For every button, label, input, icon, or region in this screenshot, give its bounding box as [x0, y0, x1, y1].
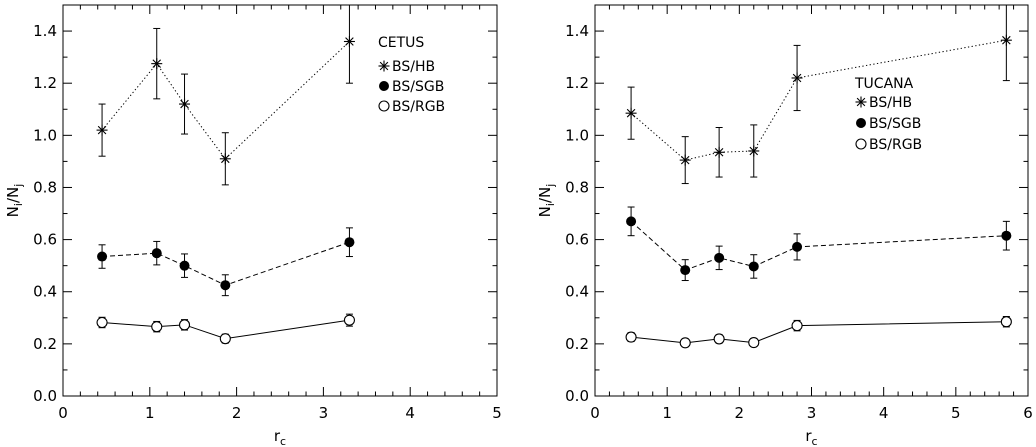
x-tick-label: 1 [662, 404, 672, 422]
point-bs-sgb [626, 216, 637, 227]
legend-label-bs-sgb: BS/SGB [869, 116, 921, 132]
y-tick-label: 1.0 [33, 126, 57, 144]
legend-marker-bs-rgb [378, 100, 390, 112]
point-bs-hb [713, 146, 725, 158]
point-bs-sgb [680, 265, 691, 276]
point-bs-rgb [679, 337, 691, 349]
x-tick-label: 3 [807, 404, 817, 422]
series-line-bs-rgb [631, 321, 1007, 344]
y-tick-label: 1.4 [565, 22, 589, 40]
point-bs-rgb [748, 337, 760, 349]
y-tick-label: 1.0 [565, 126, 589, 144]
point-bs-hb [748, 145, 760, 157]
point-bs-sgb [748, 261, 759, 272]
point-bs-sgb [714, 252, 725, 263]
point-bs-hb [1000, 34, 1012, 46]
x-tick-label: 4 [405, 404, 415, 422]
series-line-bs-sgb [630, 220, 1007, 271]
legend-marker-bs-sgb [856, 118, 866, 128]
legend-label-bs-rgb: BS/RGB [869, 137, 922, 153]
panel-cetus: 0 1 2 3 4 5 0.0 0.2 0.4 0.6 0.8 1.0 1.2 1.4 rc Ni/Nj CET… [4, 4, 502, 447]
x-axis-label: rc [805, 427, 817, 447]
legend-label-bs-rgb: BS/RGB [392, 99, 445, 115]
y-tick-label: 0.2 [565, 335, 589, 353]
series-line-bs-hb [630, 39, 1007, 161]
legend-marker-bs-sgb [379, 81, 389, 91]
x-tick-label: 3 [319, 404, 329, 422]
data-area [625, 5, 1012, 349]
point-bs-hb [151, 58, 163, 70]
legend-label-bs-hb: BS/HB [392, 59, 435, 75]
point-bs-rgb [151, 321, 163, 333]
y-tick-label: 0.0 [565, 387, 589, 405]
point-bs-rgb [625, 331, 637, 343]
x-tick-label: 6 [1023, 404, 1033, 422]
x-tick-label: 1 [145, 404, 155, 422]
point-bs-sgb [344, 237, 355, 248]
legend-label-bs-hb: BS/HB [869, 95, 912, 111]
data-area [96, 5, 355, 345]
point-bs-hb [96, 124, 108, 136]
point-bs-hb [625, 107, 637, 119]
x-tick-label: 4 [879, 404, 889, 422]
point-bs-hb [343, 35, 355, 47]
point-bs-rgb [1000, 316, 1012, 328]
legend-title: CETUS [378, 35, 424, 51]
legend-title: TUCANA [854, 76, 914, 92]
y-tick-label: 0.0 [33, 387, 57, 405]
panel-tucana: 0 1 2 3 4 5 6 0.0 0.2 0.4 0.6 0.8 1.0 1.2 1.4 rc Ni/Nj TU… [536, 4, 1033, 447]
x-axis-label: rc [274, 427, 286, 447]
point-bs-sgb [1001, 230, 1012, 241]
point-bs-rgb [713, 333, 725, 345]
legend-label-bs-sgb: BS/SGB [392, 79, 444, 95]
point-bs-sgb [97, 251, 108, 262]
plot-frame [594, 4, 1029, 397]
y-axis-label: Ni/Nj [4, 184, 25, 218]
y-tick-label: 0.6 [565, 231, 589, 249]
point-bs-hb [179, 98, 191, 110]
point-bs-sgb [792, 241, 803, 252]
y-tick-label: 1.2 [565, 74, 589, 92]
series-line-bs-sgb [102, 241, 350, 286]
y-tick-label: 0.6 [33, 231, 57, 249]
y-tick-label: 1.2 [33, 74, 57, 92]
x-tick-label: 0 [590, 404, 600, 422]
plot-frame [62, 4, 498, 397]
y-tick-label: 0.2 [33, 335, 57, 353]
legend-marker-bs-rgb [855, 138, 867, 150]
series-line-bs-hb [101, 41, 350, 160]
legend: CETUS BS/HB BS/SGB BS/RGB [378, 35, 445, 115]
y-tick-label: 0.4 [33, 283, 57, 301]
point-bs-sgb [220, 280, 231, 291]
legend-marker-bs-hb [378, 60, 390, 72]
legend: TUCANA BS/HB BS/SGB BS/RGB [854, 76, 922, 153]
x-tick-label: 2 [735, 404, 745, 422]
x-tick-label: 0 [58, 404, 68, 422]
y-tick-label: 0.8 [33, 178, 57, 196]
point-bs-rgb [219, 333, 231, 345]
point-bs-sgb [151, 248, 162, 259]
point-bs-sgb [179, 260, 190, 271]
x-tick-label: 5 [492, 404, 502, 422]
x-tick-label: 5 [951, 404, 961, 422]
y-tick-label: 1.4 [33, 22, 57, 40]
y-tick-label: 0.8 [565, 178, 589, 196]
point-bs-rgb [96, 316, 108, 329]
y-tick-label: 0.4 [565, 283, 589, 301]
point-bs-hb [679, 154, 691, 166]
point-bs-hb [219, 153, 231, 165]
point-bs-rgb [343, 314, 355, 326]
x-tick-label: 2 [232, 404, 242, 422]
point-bs-rgb [178, 319, 191, 331]
point-bs-rgb [791, 320, 803, 332]
y-axis-label: Ni/Nj [536, 184, 557, 218]
legend-marker-bs-hb [855, 96, 867, 108]
point-bs-hb [791, 72, 803, 84]
